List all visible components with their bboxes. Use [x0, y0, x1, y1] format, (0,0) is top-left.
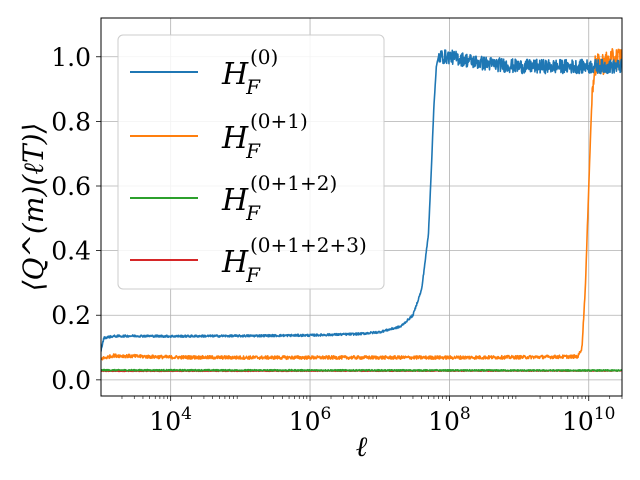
- series-line-1: [101, 48, 622, 361]
- x-tick-label: 108: [428, 404, 471, 436]
- y-tick-label: 1.0: [51, 43, 91, 72]
- legend-entry-1: HF(0+1): [221, 109, 308, 163]
- y-tick-label: 0.6: [51, 172, 91, 201]
- legend-entry-0: HF(0): [221, 45, 278, 99]
- y-tick-label: 0.4: [51, 237, 91, 266]
- y-axis-label: ⟨Q^(m)(ℓT)⟩: [17, 123, 50, 292]
- y-tick-label: 0.8: [51, 107, 91, 136]
- legend-entry-3: HF(0+1+2+3): [221, 233, 367, 287]
- x-tick-label: 1010: [562, 404, 615, 436]
- x-axis-label: ℓ: [356, 430, 368, 463]
- x-tick-label: 104: [149, 404, 192, 436]
- y-tick-label: 0.0: [51, 366, 91, 395]
- axes-frame: [100, 17, 623, 397]
- series-line-0: [101, 49, 622, 352]
- plot-area: [101, 48, 622, 373]
- x-tick-label: 106: [289, 404, 332, 436]
- legend-box: [117, 34, 385, 290]
- legend: HF(0) HF(0+1) HF(0+1+2) HF(0+1+2+3): [117, 34, 385, 290]
- series-group: [101, 48, 622, 373]
- tick-labels: 104 106 108 1010 0.0 0.2 0.4 0.6 0.8 1.0: [51, 43, 615, 436]
- ticks: [96, 56, 623, 401]
- legend-entry-2: HF(0+1+2): [221, 171, 337, 225]
- series-line-2: [101, 368, 622, 372]
- y-tick-label: 0.2: [51, 301, 91, 330]
